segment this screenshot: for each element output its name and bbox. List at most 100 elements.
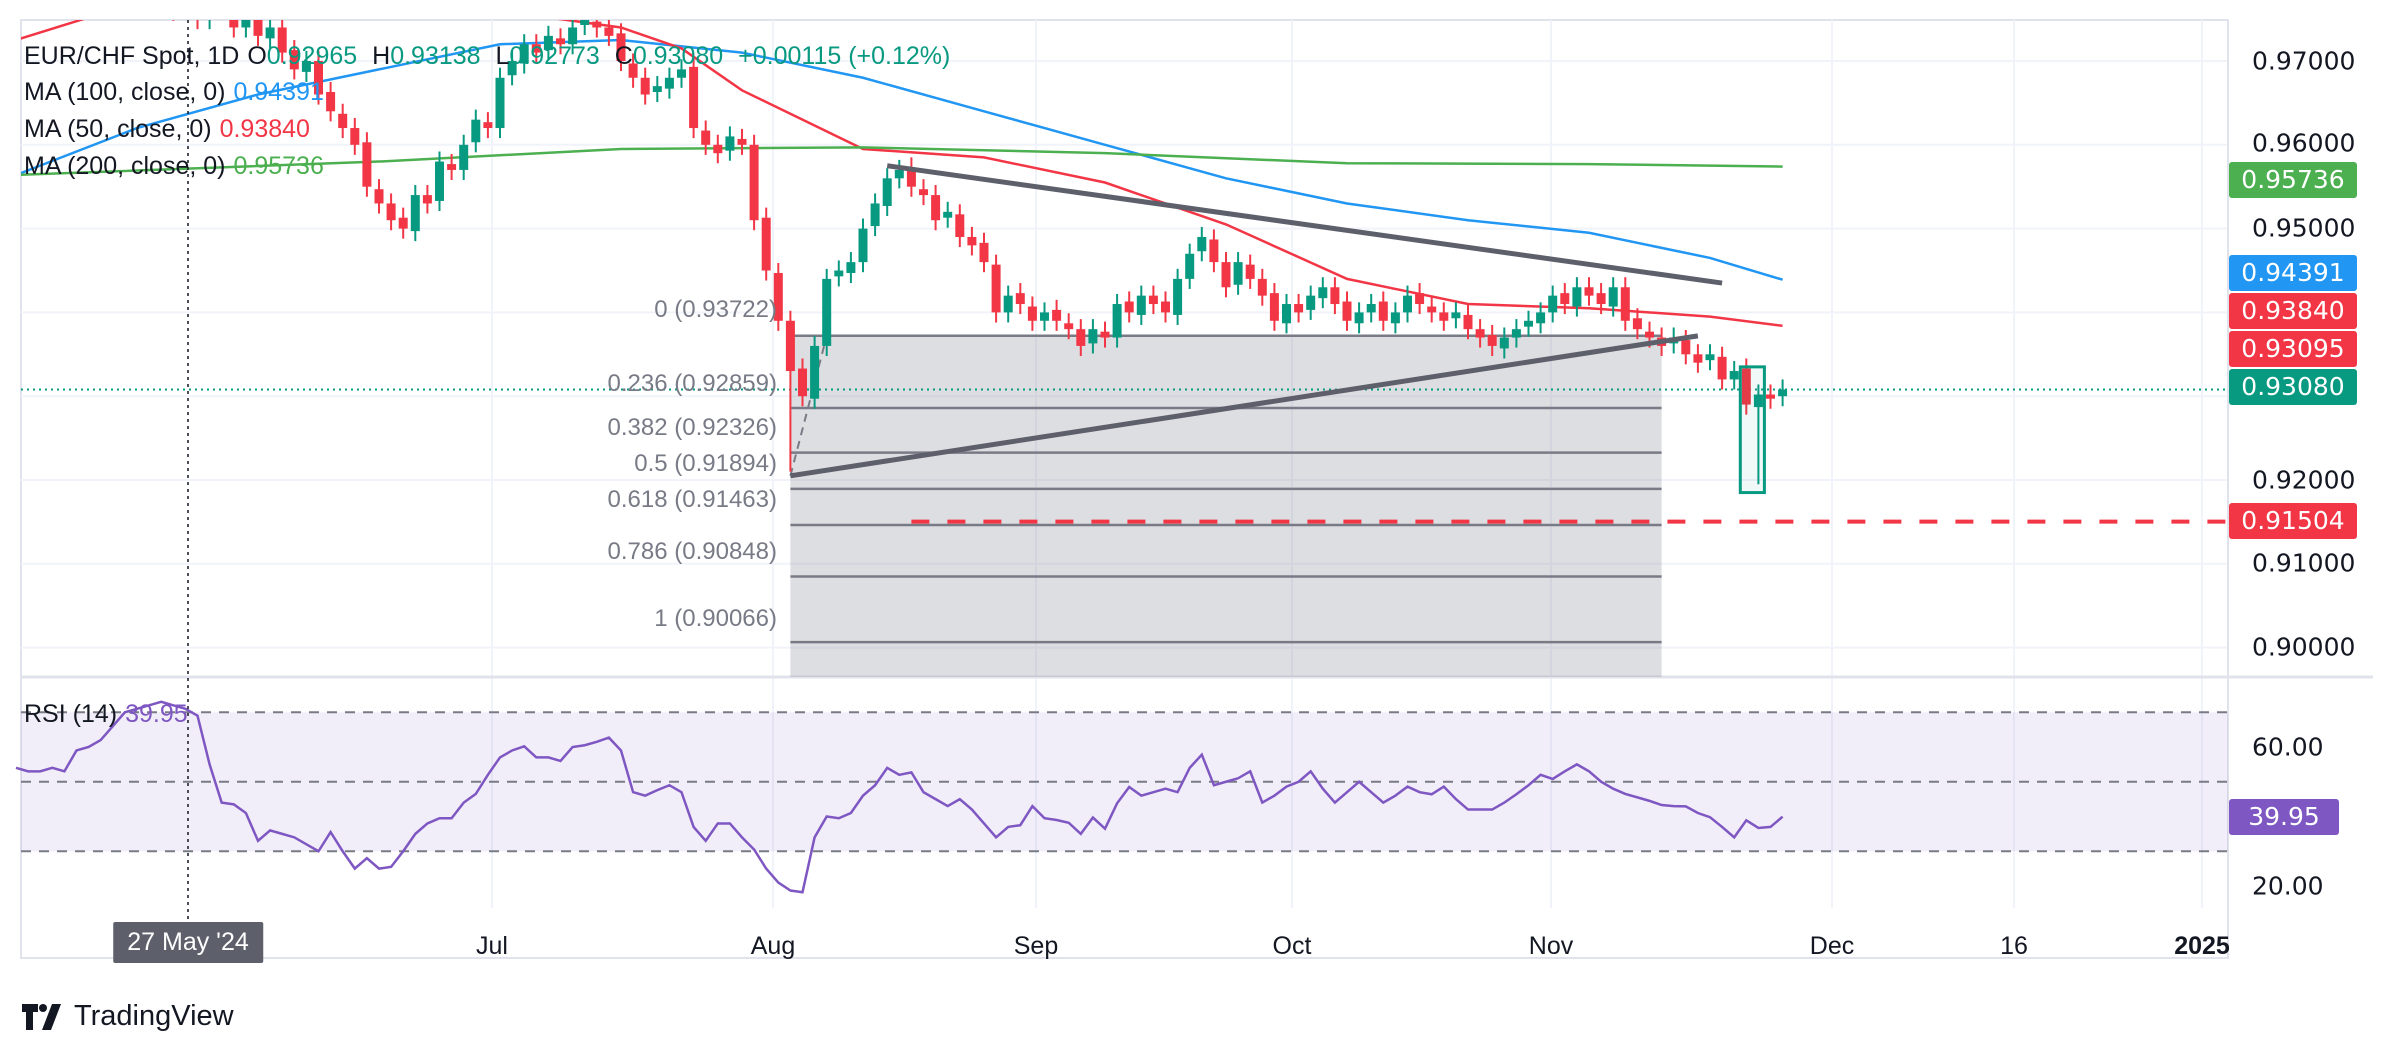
candle-body: [1753, 394, 1763, 408]
price-tick: 0.90000: [2252, 632, 2356, 662]
candle-body: [519, 44, 529, 64]
candle-body: [846, 262, 856, 274]
candle-body: [616, 33, 626, 61]
candle-body: [906, 167, 916, 187]
rsi-label: RSI (14): [24, 700, 118, 728]
ma200-legend[interactable]: MA (200, close, 0) 0.95736: [24, 152, 332, 181]
price-tick: 0.95000: [2252, 213, 2356, 243]
trendline: [886, 163, 1723, 286]
ma50-price-badge: 0.93840: [2229, 293, 2357, 329]
candle-body: [955, 214, 965, 237]
price-tick: 0.91000: [2252, 548, 2356, 578]
price-tick: 0.96000: [2252, 128, 2356, 158]
fib-label-0: 0 (0.93722): [654, 296, 777, 323]
candle-body: [169, 0, 178, 11]
candle-body: [1560, 293, 1570, 305]
candle-body: [1124, 301, 1134, 313]
candle-body: [1027, 306, 1037, 321]
candle-body: [628, 63, 638, 78]
candle-body: [338, 113, 348, 129]
last-price-badge: 0.93080: [2229, 369, 2357, 405]
candle-body: [810, 345, 820, 399]
candle-body: [1064, 323, 1074, 330]
candle-body: [640, 77, 650, 95]
candle-body: [1439, 312, 1449, 321]
low-label: L: [495, 42, 510, 70]
candle-body: [1318, 287, 1328, 299]
candle-body: [677, 69, 686, 78]
candle-body: [253, 20, 263, 36]
tradingview-logo-icon: [22, 1003, 61, 1030]
candle-body: [301, 61, 311, 72]
ma100-legend[interactable]: MA (100, close, 0) 0.94391: [24, 78, 332, 107]
candle-body: [241, 20, 251, 28]
ohlc-legend: EUR/CHF Spot, 1D O0.92965 H0.93138 L0.927…: [24, 42, 958, 71]
candle-body: [737, 138, 747, 145]
rsi-tick: 60.00: [2252, 732, 2324, 762]
candle-body: [1342, 301, 1352, 321]
candle-body: [1608, 287, 1618, 307]
candle-body: [882, 178, 892, 206]
rsi-legend[interactable]: RSI (14) 39.95: [24, 700, 196, 729]
candle-body: [1778, 389, 1788, 397]
candle-body: [1148, 295, 1158, 305]
candle-body: [350, 128, 360, 145]
candle-body: [205, 11, 214, 19]
candle-body: [592, 21, 602, 28]
branding-text: TradingView: [74, 1000, 234, 1032]
candle-body: [1390, 312, 1400, 324]
fib-label-05: 0.5 (0.91894): [634, 450, 777, 477]
candle-body: [652, 86, 662, 93]
candle-body: [1245, 264, 1255, 279]
close-label: C: [614, 42, 633, 70]
candle-body: [1463, 314, 1473, 330]
candle-body: [1161, 301, 1170, 313]
candle-body: [507, 61, 517, 76]
candle-body: [931, 195, 941, 221]
high-value: 0.93138: [390, 42, 481, 70]
ma50-label: MA (50, close, 0): [24, 115, 212, 143]
candle-body: [1076, 329, 1086, 346]
candle-body: [1766, 394, 1775, 399]
candle-body: [1632, 318, 1642, 330]
candle-body: [870, 203, 880, 227]
candle-body: [410, 195, 420, 232]
tradingview-logo[interactable]: TradingView: [22, 1000, 234, 1033]
candle-body: [1136, 295, 1146, 315]
candle-body: [858, 228, 868, 263]
fib-label-0236: 0.236 (0.92859): [607, 370, 777, 397]
candle-body: [1572, 287, 1582, 307]
candle-body: [1524, 320, 1533, 327]
candle-body: [1693, 354, 1703, 363]
candle-body: [1729, 371, 1739, 380]
candle-body: [435, 161, 444, 201]
candle-body: [422, 195, 432, 204]
symbol-label[interactable]: EUR/CHF Spot, 1D: [24, 42, 240, 70]
candle-body: [398, 217, 408, 229]
highlight-box: [1738, 365, 1766, 495]
candle-body: [1741, 368, 1751, 405]
candle-body: [314, 61, 323, 95]
candle-body: [1681, 340, 1691, 355]
ma200-line: [21, 146, 1783, 177]
ma200-label: MA (200, close, 0): [24, 152, 226, 180]
fib-label-0382: 0.382 (0.92326): [607, 414, 777, 441]
candle-body: [822, 278, 832, 346]
fib-retracement-area: [790, 335, 1662, 677]
ma100-value: 0.94391: [233, 78, 324, 106]
candle-body: [495, 77, 505, 129]
candle-body: [1003, 295, 1013, 313]
ma50-legend[interactable]: MA (50, close, 0) 0.93840: [24, 115, 318, 144]
candle-body: [785, 320, 795, 372]
candle-body: [471, 119, 481, 143]
candle-body: [1269, 293, 1279, 321]
time-label-16: 16: [2000, 932, 2028, 960]
candle-body: [181, 2, 190, 8]
fib-label-0618: 0.618 (0.91463): [607, 486, 777, 513]
candle-body: [1487, 335, 1497, 346]
candle-body: [798, 368, 807, 397]
rsi-tick: 20.00: [2252, 871, 2324, 901]
candle-body: [1052, 309, 1062, 321]
candle-body: [1040, 312, 1049, 321]
